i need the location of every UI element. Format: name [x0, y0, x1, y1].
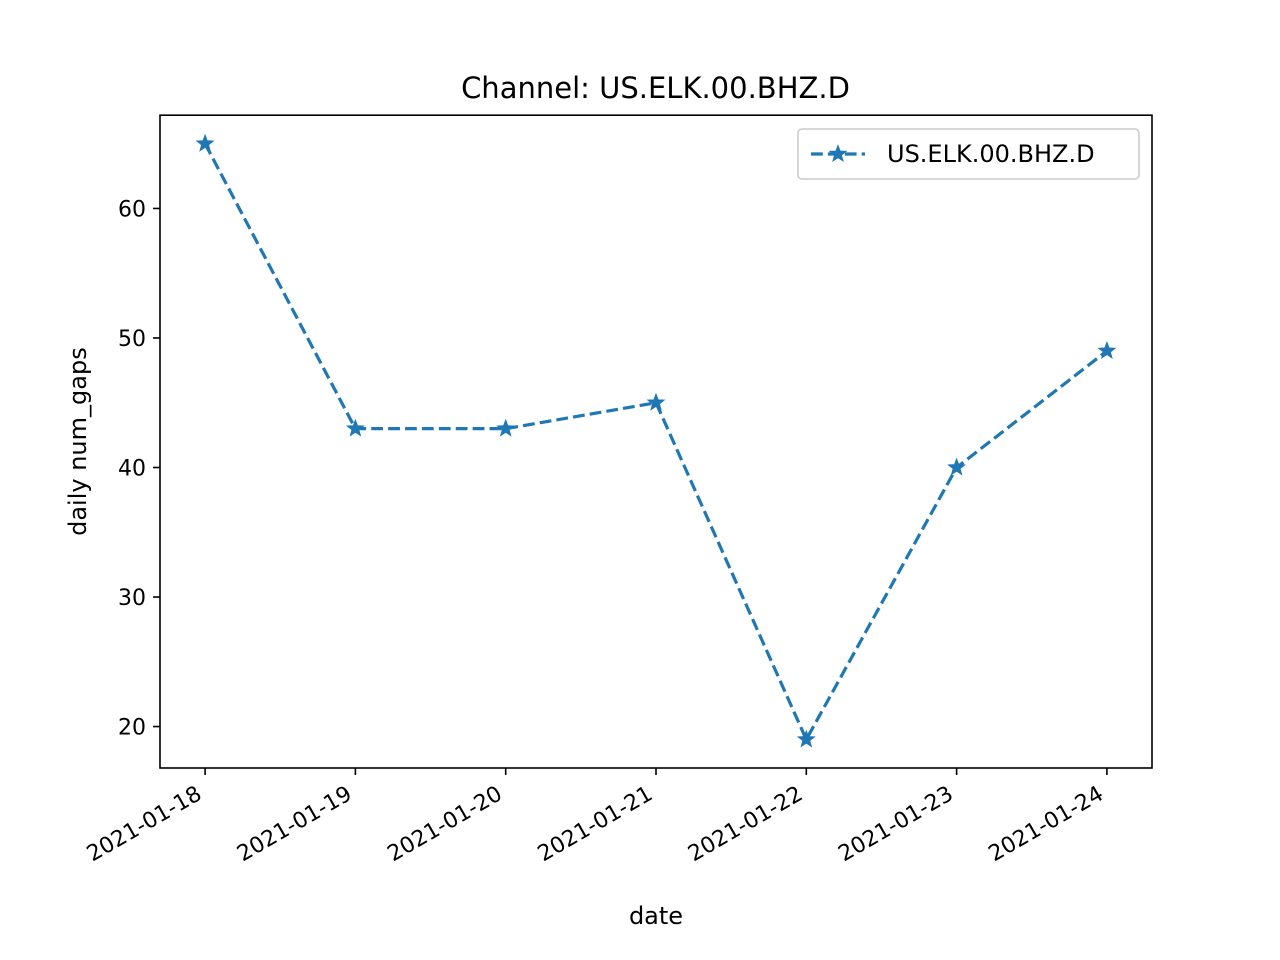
legend-marker-star [828, 144, 848, 163]
data-point-star [796, 729, 816, 748]
plot-frame [159, 114, 1153, 769]
legend-box [797, 128, 1140, 180]
series-layer [195, 133, 1117, 748]
data-point-star [496, 418, 516, 437]
data-point-star [195, 133, 215, 152]
y-tick-label: 40 [118, 457, 146, 482]
legend: US.ELK.00.BHZ.D [797, 128, 1140, 180]
y-axis-ticks: 20 30 40 50 60 [118, 197, 160, 741]
legend-entry-label: US.ELK.00.BHZ.D [887, 140, 1095, 168]
y-axis-label: daily num_gaps [64, 347, 92, 536]
data-point-star [345, 418, 365, 437]
x-axis-label: date [629, 902, 683, 930]
chart-title: Channel: US.ELK.00.BHZ.D [461, 71, 850, 105]
y-tick-label: 20 [118, 716, 146, 741]
y-tick-label: 30 [118, 586, 146, 611]
data-point-star [646, 392, 666, 411]
y-tick-label: 50 [118, 327, 146, 352]
data-point-star [947, 457, 967, 476]
y-tick-label: 60 [118, 197, 146, 222]
data-point-star [1097, 341, 1117, 359]
